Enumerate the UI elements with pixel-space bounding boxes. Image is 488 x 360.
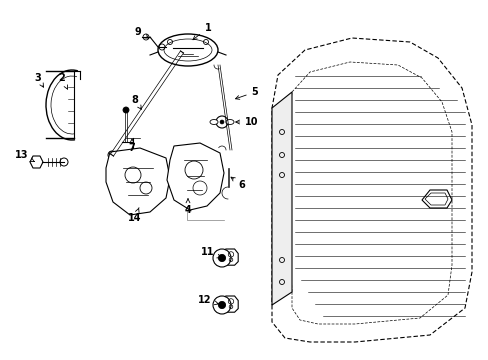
- Text: 10: 10: [235, 117, 258, 127]
- Circle shape: [218, 301, 225, 309]
- Text: 2: 2: [59, 73, 67, 89]
- Text: 11: 11: [201, 247, 221, 258]
- Text: 12: 12: [198, 295, 218, 305]
- Circle shape: [213, 296, 230, 314]
- Circle shape: [218, 255, 225, 262]
- Text: 6: 6: [230, 177, 245, 190]
- Polygon shape: [167, 143, 224, 210]
- Polygon shape: [421, 190, 451, 208]
- Circle shape: [220, 120, 224, 124]
- Polygon shape: [225, 296, 238, 312]
- Ellipse shape: [209, 120, 218, 125]
- Circle shape: [60, 158, 68, 166]
- Ellipse shape: [225, 120, 234, 125]
- Text: 5: 5: [235, 87, 258, 99]
- Polygon shape: [30, 156, 43, 168]
- Polygon shape: [271, 92, 291, 305]
- Text: 14: 14: [128, 208, 142, 223]
- Text: 7: 7: [128, 139, 135, 153]
- Polygon shape: [106, 148, 170, 215]
- Circle shape: [123, 107, 129, 113]
- Text: 8: 8: [131, 95, 141, 109]
- Circle shape: [213, 249, 230, 267]
- Text: 13: 13: [15, 150, 34, 162]
- Text: 1: 1: [193, 23, 211, 40]
- Text: 9: 9: [134, 27, 148, 38]
- Text: 3: 3: [35, 73, 43, 87]
- Polygon shape: [225, 249, 238, 265]
- Ellipse shape: [158, 34, 218, 66]
- Text: 4: 4: [184, 199, 191, 215]
